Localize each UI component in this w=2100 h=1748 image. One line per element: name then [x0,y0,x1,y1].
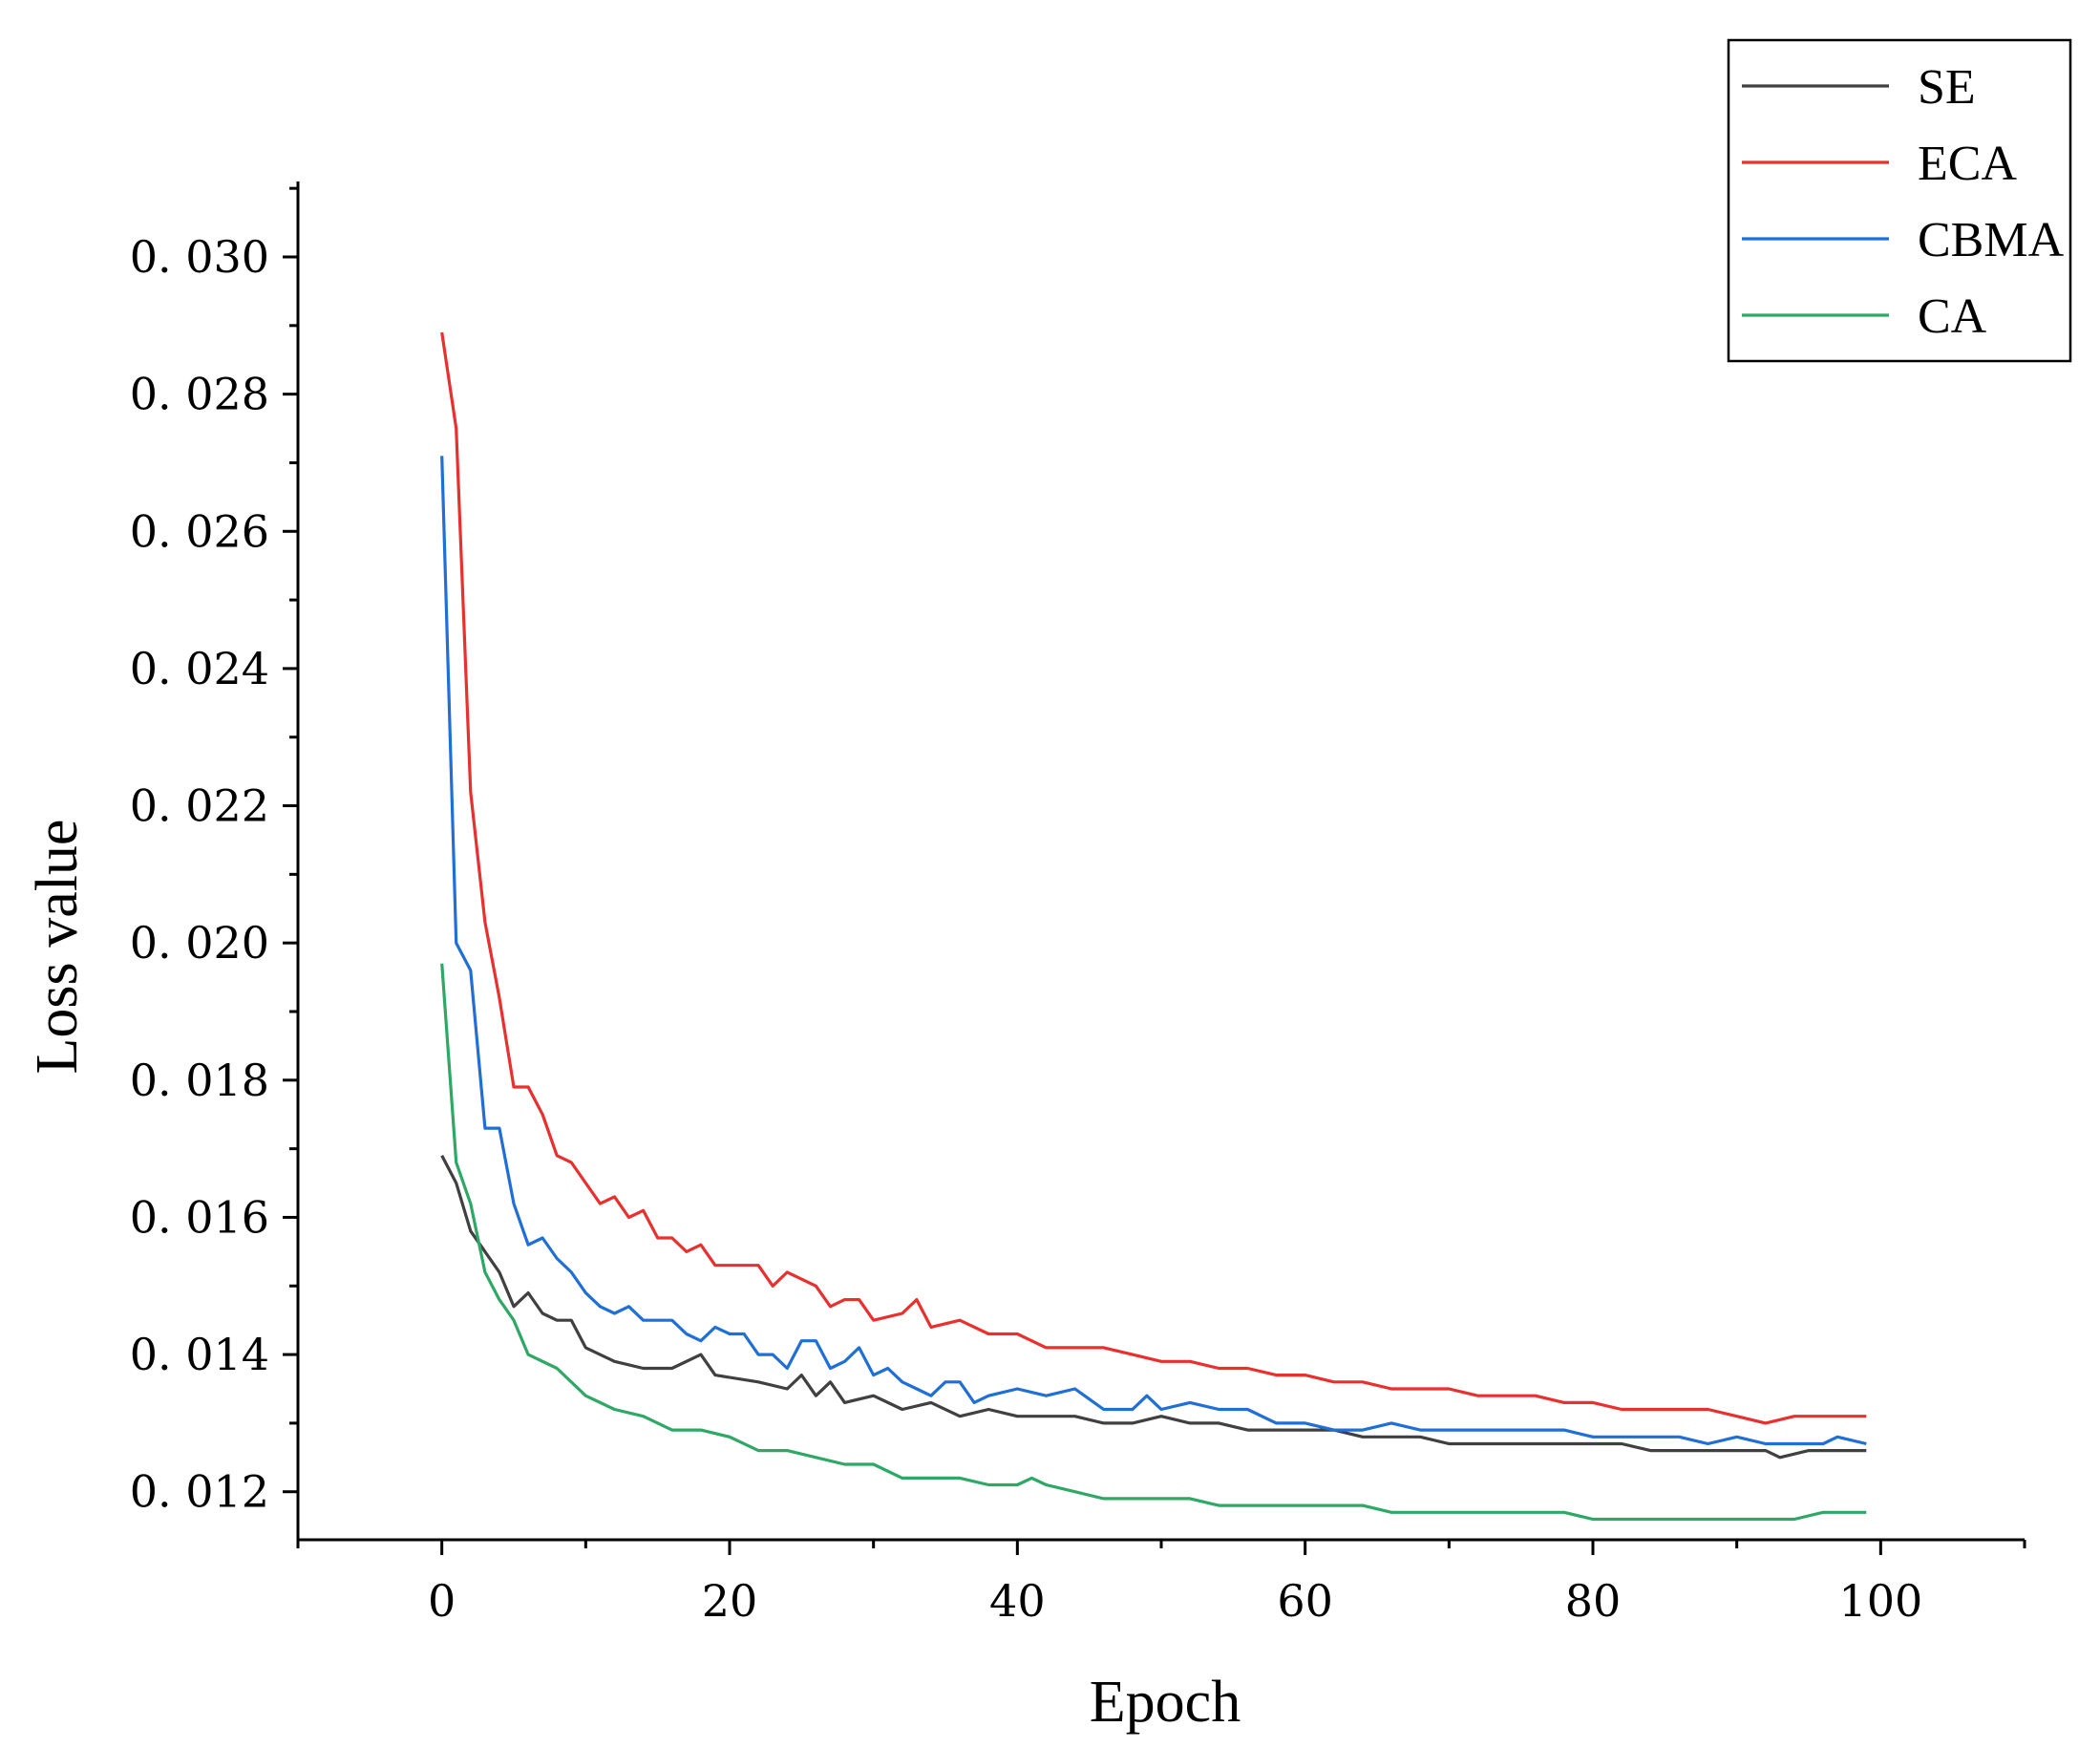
legend-label-se: SE [1918,60,1976,115]
x-tick-label: 0 [428,1575,456,1627]
x-tick-label: 60 [1277,1575,1333,1627]
y-tick-label: 0. 026 [130,505,269,557]
y-tick-label: 0. 016 [130,1191,269,1243]
y-tick-label: 0. 022 [130,780,269,832]
y-tick-label: 0. 018 [130,1055,269,1106]
x-tick-label: 20 [702,1575,758,1627]
x-tick-label: 80 [1565,1575,1622,1627]
plot-lines [440,331,1867,1522]
x-ticks: 0 20 40 60 80 100 [296,1540,2026,1627]
series-line-ca [440,963,1867,1522]
y-tick-label: 0. 030 [130,231,269,283]
legend-items: SE ECA CBMA CA [1742,60,2065,344]
legend-label-ca: CA [1918,289,1987,344]
y-tick-label: 0. 014 [130,1329,269,1380]
axes: 0. 012 0. 014 0. 016 0. 018 0. 020 0. 022 0. 0… [130,181,2026,1627]
y-ticks: 0. 012 0. 014 0. 016 0. 018 0. 020 0. 022 0. 0… [130,186,298,1518]
series-line-cbma [440,456,1867,1446]
x-axis-title: Epoch [1090,1670,1241,1735]
legend-box [1727,38,2072,363]
y-tick-label: 0. 012 [130,1466,269,1518]
series-line-eca [440,331,1867,1425]
y-tick-label: 0. 024 [130,643,269,694]
legend: SE ECA CBMA CA [1727,38,2072,363]
x-tick-label: 100 [1838,1575,1922,1627]
legend-label-cbma: CBMA [1918,213,2065,267]
x-tick-label: 40 [989,1575,1046,1627]
y-tick-label: 0. 028 [130,369,269,420]
legend-label-eca: ECA [1918,137,2017,191]
y-tick-label: 0. 020 [130,917,269,969]
series-line-se [440,1155,1867,1460]
y-axis-title: Loss value [25,820,90,1075]
